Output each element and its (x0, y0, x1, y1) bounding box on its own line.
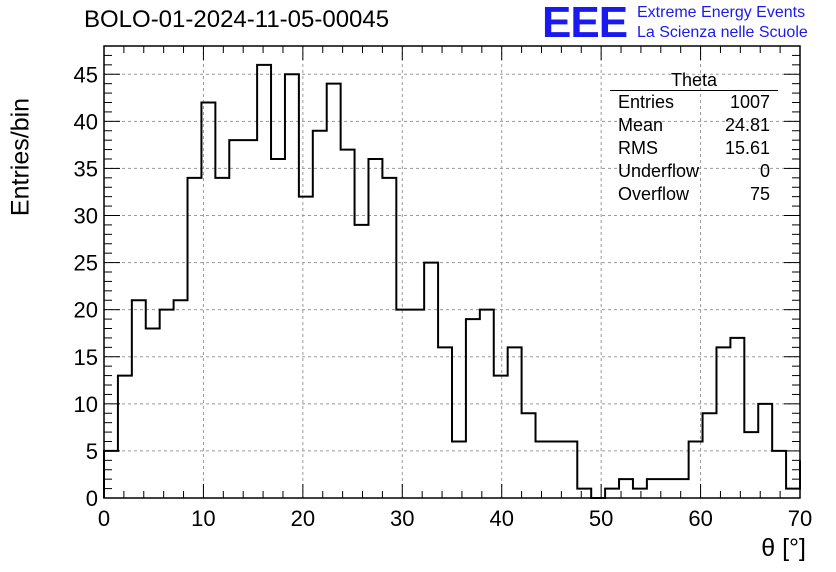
y-tick-label: 5 (86, 439, 98, 464)
stats-row-rms: RMS 15.61 (610, 137, 778, 160)
y-tick-label: 10 (74, 392, 98, 417)
logo-line-2: La Scienza nelle Scuole (637, 24, 808, 41)
histogram-bin (494, 376, 508, 498)
y-tick-label: 25 (74, 251, 98, 276)
stats-value: 15.61 (724, 138, 770, 158)
histogram-outline (103, 63, 801, 499)
histogram-bin (174, 300, 188, 498)
histogram-bin (508, 347, 522, 498)
stats-label: Mean (618, 115, 664, 135)
histogram-bin (271, 159, 285, 498)
histogram-bin (257, 65, 271, 498)
x-tick-label: 20 (291, 506, 315, 531)
x-tick-label: 0 (98, 506, 110, 531)
histogram-bin (382, 178, 396, 498)
histogram-bin (146, 329, 160, 499)
stats-title: Theta (610, 70, 778, 91)
histogram-bin (633, 489, 647, 498)
y-tick-label: 35 (74, 156, 98, 181)
histogram-bin (355, 225, 369, 498)
x-tick-label: 60 (688, 506, 712, 531)
histogram-bin (215, 178, 229, 498)
histogram-bin (772, 451, 786, 498)
histogram-bin (480, 310, 494, 498)
y-axis-label: Entries/bin (6, 97, 35, 217)
histogram-bin (327, 84, 341, 498)
histogram-bin (299, 197, 313, 498)
histogram-bin (563, 442, 577, 499)
histogram-bin (466, 319, 480, 498)
histogram-bin (549, 442, 563, 499)
histogram-bin (368, 159, 382, 498)
histogram-bin (605, 489, 619, 498)
eee-logo: EEE (542, 0, 628, 47)
histogram-bin (703, 413, 717, 498)
stats-value: 1007 (729, 92, 770, 112)
x-tick-label: 70 (788, 506, 812, 531)
y-tick-label: 15 (74, 345, 98, 370)
histogram-bin (424, 263, 438, 498)
histogram-bin (285, 74, 299, 498)
x-tick-label: 50 (589, 506, 613, 531)
histogram-bin (341, 150, 355, 498)
y-tick-label: 20 (74, 298, 98, 323)
stats-value: 0 (759, 161, 770, 181)
histogram-bin (786, 489, 800, 498)
plot-frame (103, 45, 801, 499)
histogram-bin (730, 338, 744, 498)
histogram-bin (452, 442, 466, 499)
histogram-bin (536, 442, 550, 499)
histogram-bin (577, 489, 591, 498)
histogram-bin (188, 178, 202, 498)
y-axis-label-box: Entries/bin (6, 98, 36, 216)
histogram-bin (647, 479, 661, 498)
y-tick-label: 45 (74, 62, 98, 87)
histogram-bin (229, 140, 243, 498)
stats-row-entries: Entries 1007 (610, 91, 778, 114)
histogram-bin (675, 479, 689, 498)
axis-ticks (103, 45, 801, 499)
histogram-bin (313, 131, 327, 498)
histogram-bin (438, 347, 452, 498)
x-tick-label: 40 (489, 506, 513, 531)
stats-row-mean: Mean 24.81 (610, 114, 778, 137)
histogram-bin (243, 140, 257, 498)
stats-label: Entries (618, 92, 675, 112)
y-tick-label: 40 (74, 109, 98, 134)
histogram-bin (522, 413, 536, 498)
stats-label: Overflow (618, 184, 690, 204)
x-tick-label: 10 (191, 506, 215, 531)
stats-row-underflow: Underflow 0 (610, 160, 778, 183)
x-tick-label: 30 (390, 506, 414, 531)
stats-value: 24.81 (724, 115, 770, 135)
stats-row-overflow: Overflow 75 (610, 183, 778, 206)
stats-label: Underflow (618, 161, 700, 181)
x-axis-label: θ [°] (761, 534, 806, 562)
histogram-bin (716, 347, 730, 498)
stats-box: Theta Entries 1007 Mean 24.81 RMS 15.61 … (610, 70, 778, 206)
y-tick-label: 0 (86, 486, 98, 511)
chart-title: BOLO-01-2024-11-05-00045 (84, 6, 390, 33)
stats-label: RMS (618, 138, 658, 158)
histogram-bin (661, 479, 675, 498)
histogram-bin (118, 376, 132, 498)
tick-labels: 0 10 20 30 40 50 60 70 0 5 10 15 20 25 30 35 40 45 (74, 62, 813, 531)
logo-line-1: Extreme Energy Events (637, 4, 806, 21)
y-tick-label: 30 (74, 204, 98, 229)
histogram-bin (104, 451, 118, 498)
stats-value: 75 (749, 184, 770, 204)
histogram-bin (132, 300, 146, 498)
histogram-bin (744, 432, 758, 498)
